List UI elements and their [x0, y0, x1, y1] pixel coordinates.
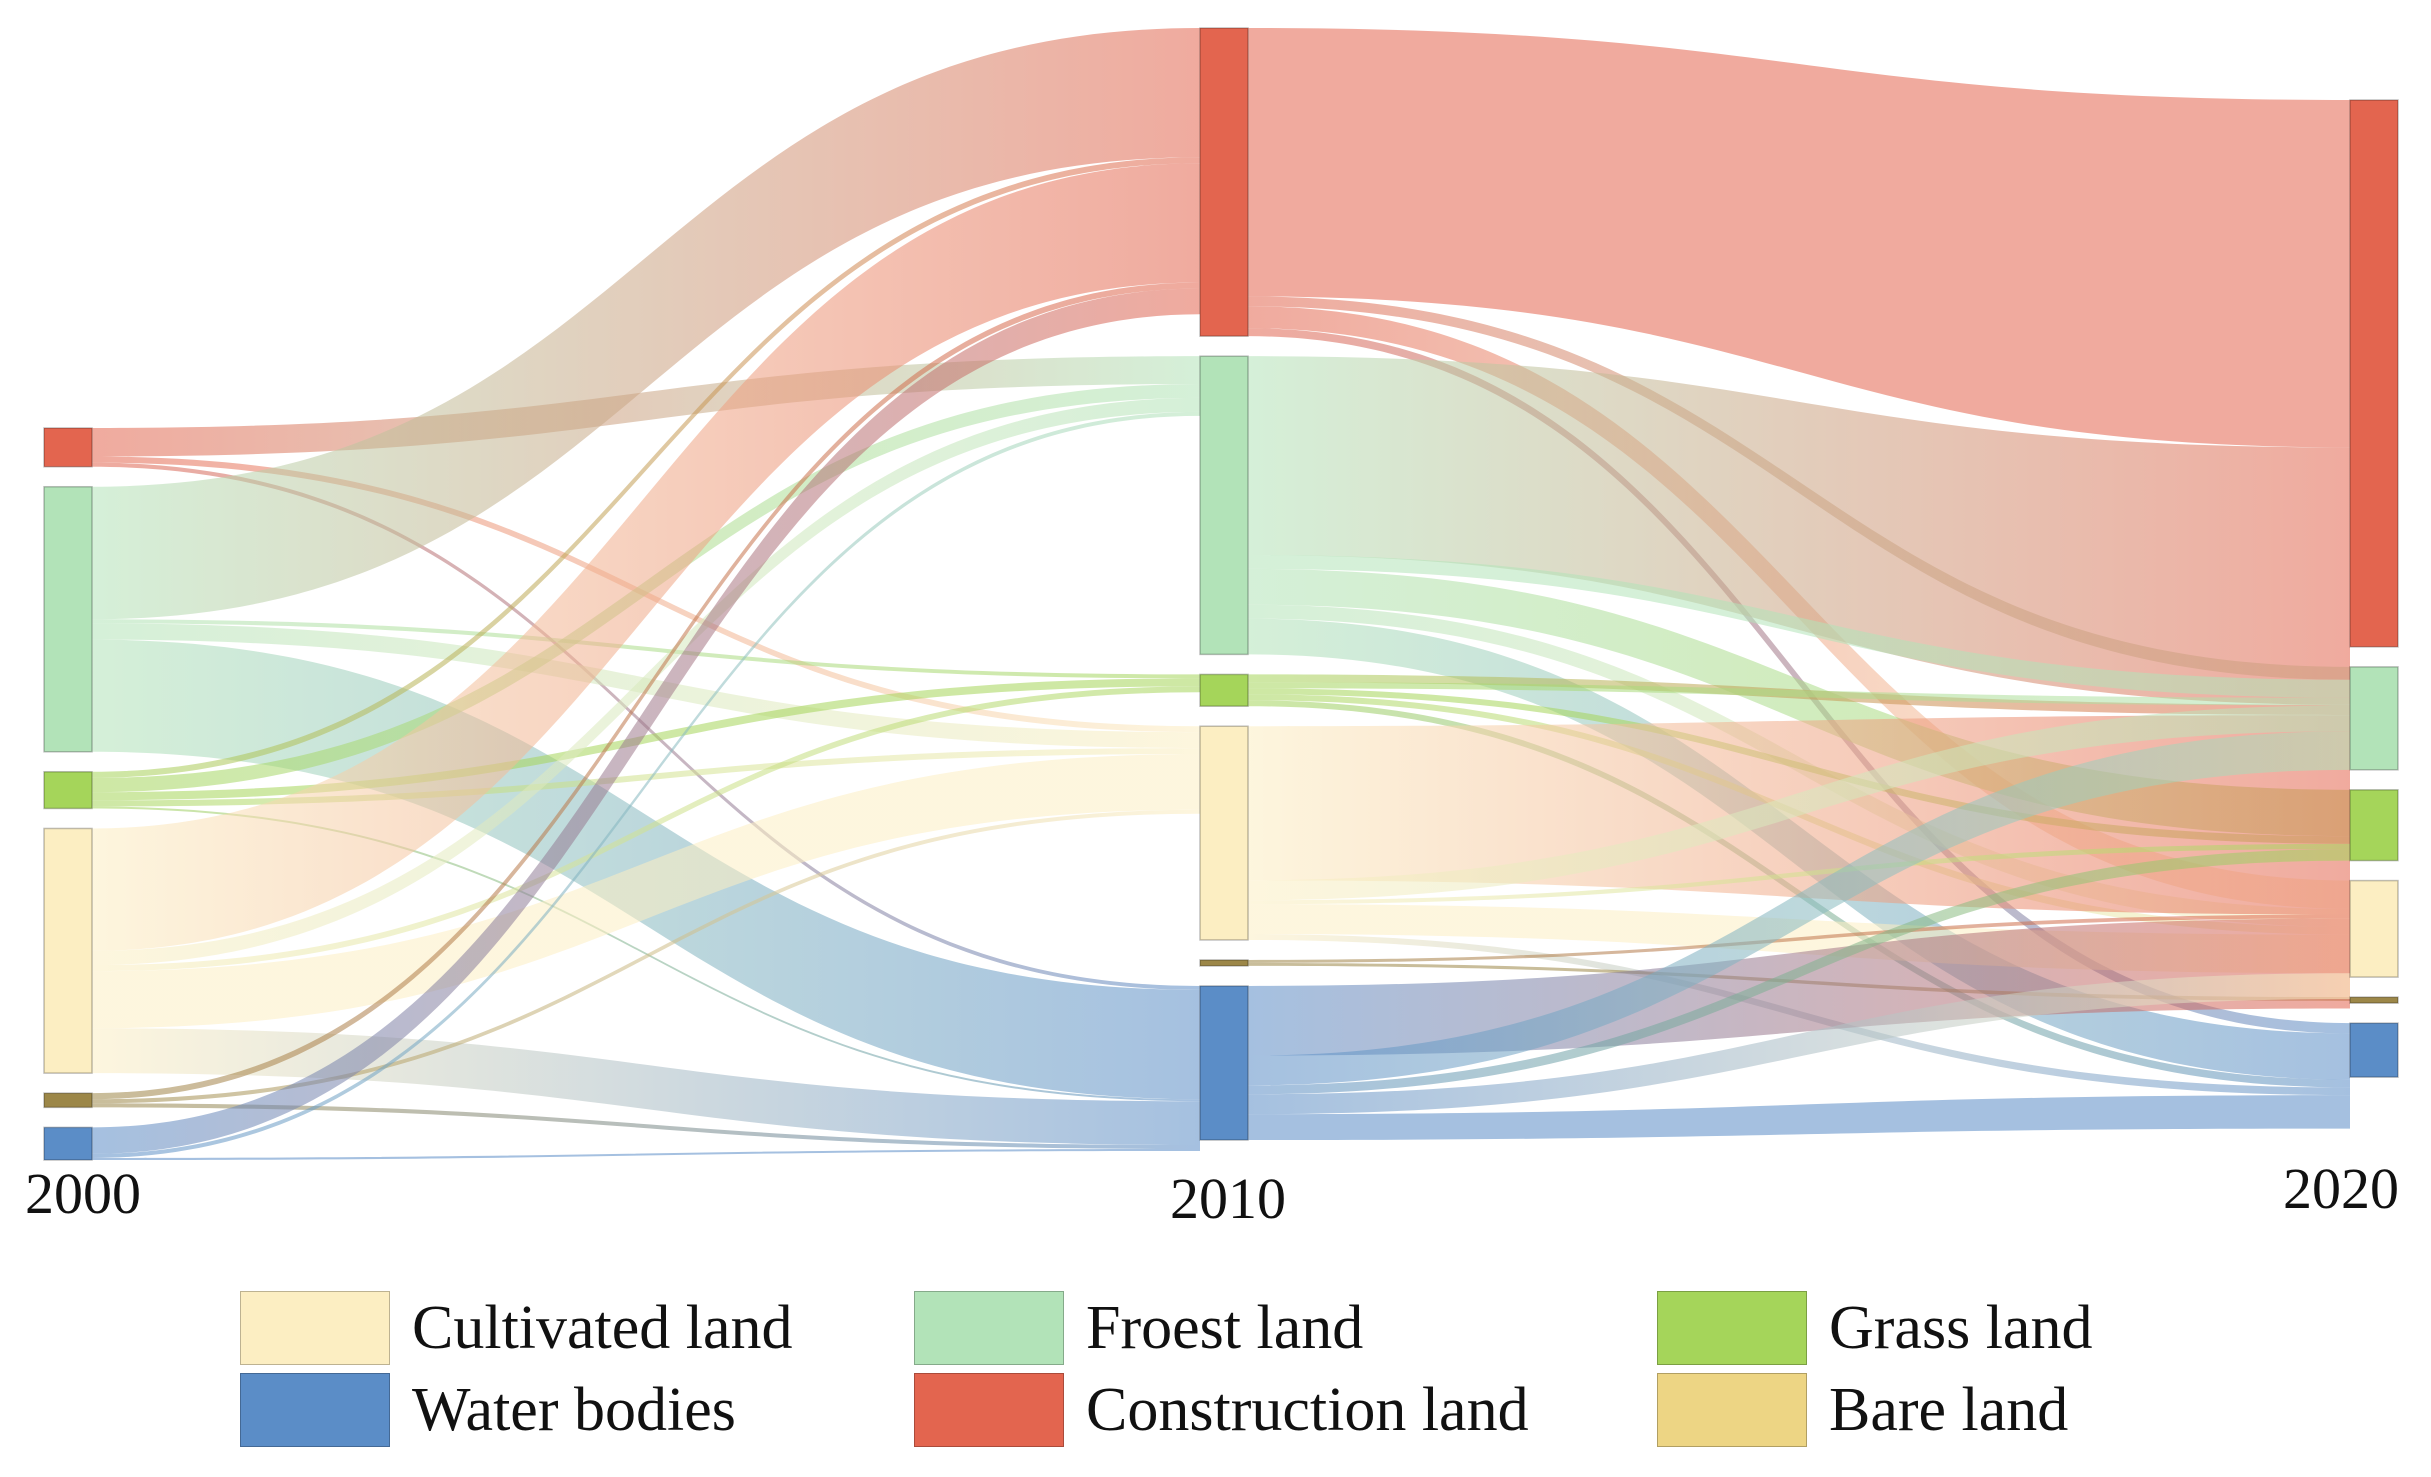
flow-2000-forest-to-construction: [92, 28, 1200, 620]
legend-label-cultivated: Cultivated land: [412, 1293, 793, 1362]
flow-2000-bare-to-water: [92, 1103, 1200, 1149]
legend-swatch-bare: [1657, 1373, 1807, 1447]
node-2010-construction: [1199, 27, 1249, 337]
flow-2010-bare-to-construction: [1248, 914, 2350, 963]
flow-2000-cultivated-to-forest: [92, 397, 1200, 966]
node-2010-grass: [1199, 673, 1249, 707]
node-2000-bare: [43, 1092, 93, 1109]
legend-label-water: Water bodies: [412, 1375, 736, 1444]
flow-2000-grass-to-construction: [92, 157, 1200, 778]
legend-item-cultivated: Cultivated land: [240, 1288, 793, 1368]
node-2010-forest: [1199, 355, 1249, 656]
sankey-nodes: [43, 27, 2399, 1161]
legend-item-forest: Froest land: [914, 1288, 1363, 1368]
stage-label-2010: 2010: [1170, 1166, 1286, 1231]
flow-2010-water-to-forest: [1248, 731, 2350, 1086]
legend-label-construction: Construction land: [1086, 1375, 1529, 1444]
flow-2010-water-to-grass: [1248, 849, 2350, 1095]
legend-item-bare: Bare land: [1657, 1370, 2068, 1450]
flow-2010-water-to-cultivated: [1248, 973, 2350, 1115]
node-2000-water: [43, 1126, 93, 1161]
node-2020-cultivated: [2349, 879, 2399, 978]
node-2020-grass: [2349, 789, 2399, 862]
legend-swatch-water: [240, 1373, 390, 1447]
flow-2000-grass-to-grass: [92, 678, 1200, 801]
flow-2000-water-to-forest: [92, 411, 1200, 1158]
node-2020-forest: [2349, 666, 2399, 771]
node-2010-bare: [1199, 959, 1249, 967]
flow-2000-water-to-construction: [92, 288, 1200, 1154]
flow-2000-cultivated-to-construction: [92, 163, 1200, 951]
flow-2000-bare-to-construction: [92, 282, 1200, 1100]
node-2010-water: [1199, 985, 1249, 1141]
node-2000-forest: [43, 485, 93, 753]
node-2020-construction: [2349, 99, 2399, 648]
node-2020-water: [2349, 1022, 2399, 1078]
flow-2000-bare-to-cultivated: [92, 809, 1200, 1104]
flow-2010-forest-to-forest: [1248, 554, 2350, 698]
flow-2010-forest-to-construction: [1248, 356, 2350, 705]
flow-2010-water-to-water: [1248, 1095, 2350, 1141]
flow-2000-grass-to-cultivated: [92, 748, 1200, 807]
legend: Cultivated land Froest land Grass land W…: [240, 1288, 2140, 1458]
node-2020-bare: [2349, 996, 2399, 1004]
flow-2010-cultivated-to-grass: [1248, 843, 2350, 905]
sankey-links: [92, 28, 2350, 1160]
flow-2000-grass-to-water: [92, 806, 1200, 1102]
node-2000-cultivated: [43, 827, 93, 1074]
node-2010-cultivated: [1199, 725, 1249, 941]
node-2000-construction: [43, 427, 93, 468]
legend-label-grass: Grass land: [1829, 1293, 2093, 1362]
flow-2010-grass-to-forest: [1248, 682, 2350, 706]
flow-2000-cultivated-to-cultivated: [92, 754, 1200, 1029]
legend-item-water: Water bodies: [240, 1370, 736, 1450]
flow-2000-water-to-water: [92, 1148, 1200, 1160]
legend-label-forest: Froest land: [1086, 1293, 1364, 1362]
legend-item-construction: Construction land: [914, 1370, 1529, 1450]
stage-label-2020: 2020: [2283, 1156, 2399, 1221]
legend-swatch-construction: [914, 1373, 1064, 1447]
flow-2000-forest-to-grass: [92, 619, 1200, 679]
flow-2000-cultivated-to-grass: [92, 686, 1200, 972]
legend-swatch-grass: [1657, 1291, 1807, 1365]
flow-2010-cultivated-to-forest: [1248, 705, 2350, 901]
flow-2010-construction-to-construction: [1248, 28, 2350, 448]
legend-label-bare: Bare land: [1829, 1375, 2069, 1444]
legend-swatch-forest: [914, 1291, 1064, 1365]
legend-swatch-cultivated: [240, 1291, 390, 1365]
legend-item-grass: Grass land: [1657, 1288, 2092, 1368]
stage-label-2000: 2000: [25, 1161, 141, 1226]
node-2000-grass: [43, 771, 93, 810]
